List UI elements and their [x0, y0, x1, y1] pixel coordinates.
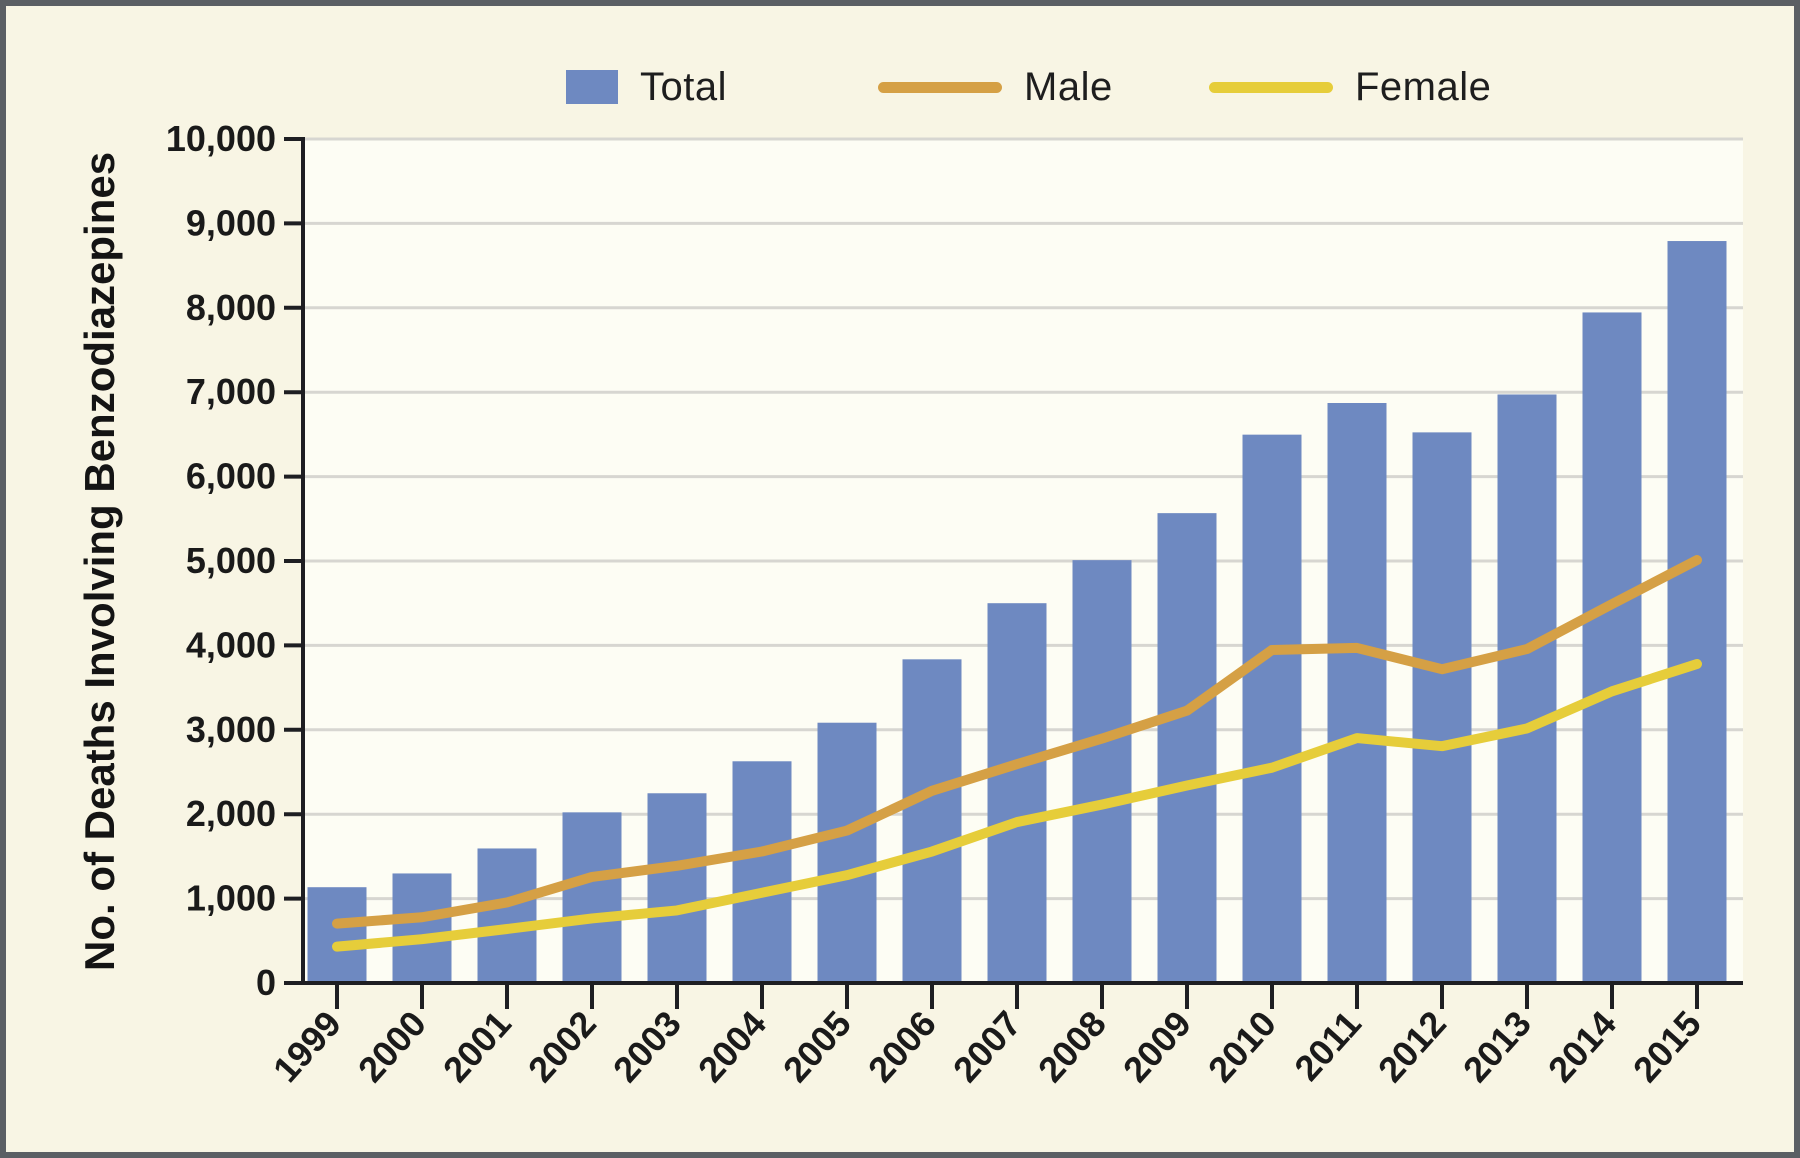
x-tick-label-1999: 1999	[265, 1003, 349, 1090]
legend-label-male: Male	[1024, 64, 1113, 109]
x-tick-label-2008: 2008	[1030, 1003, 1114, 1090]
y-tick-label: 7,000	[186, 371, 276, 412]
y-axis-title: No. of Deaths Involving Benzodiazepines	[76, 151, 123, 971]
x-tick-label-2009: 2009	[1115, 1003, 1199, 1090]
x-tick-label-2012: 2012	[1370, 1003, 1454, 1090]
legend-label-total: Total	[640, 64, 727, 109]
x-tick-label-2011: 2011	[1286, 1003, 1369, 1088]
y-tick-label: 1,000	[186, 878, 276, 919]
bar-2013	[1497, 394, 1557, 984]
bar-2015	[1667, 241, 1727, 983]
bar-2003	[647, 793, 707, 983]
male-line-series	[332, 555, 1702, 929]
female-line-series	[332, 658, 1702, 952]
bar-2002	[562, 812, 622, 983]
y-tick-label: 3,000	[186, 709, 276, 750]
x-tick-label-2006: 2006	[860, 1003, 944, 1090]
chart-legend: Total Male Female	[0, 58, 1800, 116]
x-tick-label-2001: 2001	[435, 1003, 519, 1090]
bar-2014	[1582, 312, 1642, 983]
x-tick-label-2004: 2004	[690, 1003, 774, 1090]
x-tick-label-2010: 2010	[1200, 1003, 1284, 1090]
bar-2012	[1412, 432, 1472, 983]
bar-2008	[1072, 560, 1132, 983]
x-tick-label-2000: 2000	[350, 1003, 434, 1090]
male-line-swatch-icon	[878, 81, 1002, 93]
x-tick-label-2007: 2007	[945, 1003, 1029, 1090]
legend-item-total: Total	[566, 58, 727, 116]
x-tick-label-2013: 2013	[1455, 1003, 1539, 1090]
x-tick-label-2014: 2014	[1540, 1003, 1624, 1090]
x-tick-label-2002: 2002	[520, 1003, 604, 1090]
y-tick-label: 4,000	[186, 624, 276, 665]
x-tick-label-2005: 2005	[775, 1003, 859, 1090]
y-tick-label: 8,000	[186, 287, 276, 328]
bar-2006	[902, 659, 962, 983]
bar-2007	[987, 603, 1047, 983]
y-tick-label: 9,000	[186, 202, 276, 243]
bar-2011	[1327, 403, 1387, 984]
bar-2010	[1242, 434, 1302, 983]
y-tick-label: 10,000	[166, 118, 276, 159]
x-tick-label-2003: 2003	[605, 1003, 689, 1090]
female-line-swatch-icon	[1209, 81, 1333, 93]
y-tick-label: 2,000	[186, 793, 276, 834]
legend-item-female: Female	[1209, 58, 1491, 116]
x-tick-label-2015: 2015	[1625, 1003, 1709, 1090]
legend-item-male: Male	[878, 58, 1113, 116]
bar-1999	[307, 887, 367, 983]
y-tick-label: 5,000	[186, 540, 276, 581]
bar-2005	[817, 722, 877, 983]
total-bar-swatch-icon	[566, 70, 618, 104]
y-tick-label: 0	[256, 962, 276, 1003]
bar-2004	[732, 761, 792, 983]
y-tick-label: 6,000	[186, 456, 276, 497]
legend-label-female: Female	[1355, 64, 1492, 109]
bar-2001	[477, 848, 537, 983]
bar-2009	[1157, 513, 1217, 983]
bar-2000	[392, 873, 452, 983]
